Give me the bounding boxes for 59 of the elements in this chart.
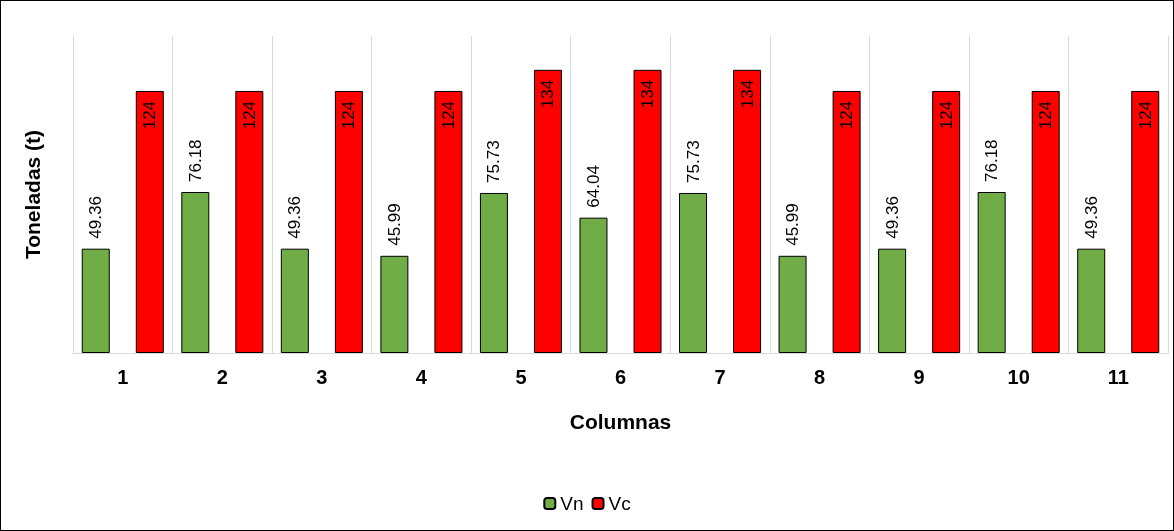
data-label: 64.04 <box>583 165 603 208</box>
data-label: 45.99 <box>783 203 803 246</box>
legend-label: Vn <box>560 493 584 514</box>
bar <box>579 217 608 353</box>
data-label: 49.36 <box>86 196 106 239</box>
x-tick-label: 10 <box>1007 366 1030 388</box>
bar <box>832 90 861 353</box>
bar <box>235 90 264 353</box>
x-tick-label: 6 <box>614 366 627 388</box>
data-label: 124 <box>140 100 160 130</box>
data-label: 76.18 <box>185 139 205 183</box>
bar <box>878 248 907 353</box>
bar <box>280 248 309 353</box>
bar <box>679 192 708 353</box>
data-label: 75.73 <box>484 140 504 183</box>
data-label: 124 <box>438 100 458 130</box>
x-tick-label: 4 <box>415 366 428 388</box>
bar <box>1031 90 1060 353</box>
data-label: 134 <box>638 79 658 109</box>
data-label: 124 <box>936 100 956 130</box>
x-tick-label: 11 <box>1107 366 1129 388</box>
data-label: 124 <box>1135 100 1155 130</box>
data-label: 49.36 <box>1081 196 1101 239</box>
data-label: 124 <box>1036 100 1056 130</box>
data-label: 124 <box>837 100 857 130</box>
bar <box>633 69 662 353</box>
bar <box>479 192 508 353</box>
data-label: 45.99 <box>384 203 404 246</box>
data-label: 124 <box>339 100 359 130</box>
x-tick-label: 1 <box>117 366 129 388</box>
bar <box>81 248 110 353</box>
x-tick-label: 5 <box>515 366 527 388</box>
x-tick-label: 8 <box>814 366 826 388</box>
data-label: 75.73 <box>683 140 703 183</box>
bar <box>1077 248 1106 353</box>
bar <box>733 69 762 353</box>
bar <box>434 90 463 353</box>
x-tick-label: 3 <box>316 366 328 388</box>
legend-label: Vc <box>608 493 631 514</box>
data-label: 124 <box>239 100 259 130</box>
bar <box>135 90 164 353</box>
data-label: 134 <box>538 79 558 109</box>
x-tick-label: 9 <box>913 366 925 388</box>
bar <box>334 90 363 353</box>
data-label: 49.36 <box>882 196 902 239</box>
data-label: 49.36 <box>285 196 305 239</box>
x-tick-label: 7 <box>714 366 726 388</box>
bar <box>181 192 210 353</box>
bar <box>778 255 807 353</box>
bar <box>977 192 1006 353</box>
bar <box>1131 90 1160 353</box>
bar <box>533 69 562 353</box>
bar <box>932 90 961 353</box>
x-tick-label: 2 <box>216 366 228 388</box>
y-axis-title: Toneladas (t) <box>21 129 44 260</box>
bar <box>380 255 409 353</box>
x-axis-title: Columnas <box>569 410 672 433</box>
data-label: 134 <box>737 79 757 109</box>
data-label: 76.18 <box>982 139 1002 183</box>
